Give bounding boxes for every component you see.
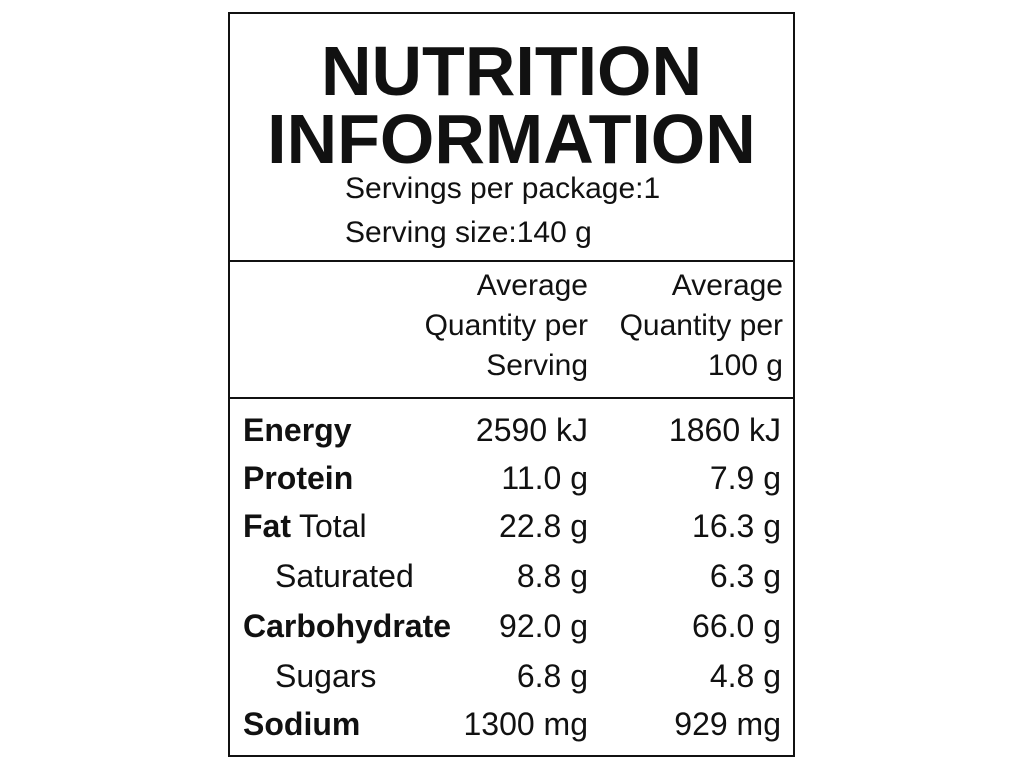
nutrient-name-suffix: Total: [299, 508, 367, 544]
nutrient-name: Protein: [243, 460, 354, 496]
column-header: 100 g: [707, 349, 783, 382]
servings-per-package: Servings per package:1: [345, 172, 661, 205]
value-per-serving: 8.8 g: [516, 558, 588, 594]
value-per-serving: 22.8 g: [499, 508, 588, 544]
value-per-serving: 2590 kJ: [475, 412, 588, 448]
column-header: Serving: [486, 349, 588, 382]
value-per-100g: 929 mg: [674, 706, 781, 742]
serving-size: Serving size:140 g: [345, 216, 592, 249]
title-line: INFORMATION: [267, 100, 756, 178]
nutrient-name: Carbohydrate: [243, 608, 452, 644]
value-per-serving: 11.0 g: [501, 460, 588, 496]
value-per-100g: 4.8 g: [709, 658, 781, 694]
column-header: Average: [671, 269, 783, 302]
column-header: Average: [476, 269, 588, 302]
nutrition-panel: NUTRITION INFORMATION Servings per packa…: [228, 12, 795, 757]
title-line: NUTRITION: [320, 32, 703, 110]
nutrient-name: Saturated: [275, 558, 414, 594]
value-per-100g: 1860 kJ: [668, 412, 781, 448]
value-per-100g: 16.3 g: [692, 508, 781, 544]
value-per-serving: 1300 mg: [463, 706, 588, 742]
value-per-100g: 6.3 g: [709, 558, 781, 594]
nutrient-name: Energy: [243, 412, 352, 448]
value-per-100g: 66.0 g: [692, 608, 781, 644]
column-header: Quantity per: [619, 309, 783, 342]
value-per-100g: 7.9 g: [709, 460, 781, 496]
divider: [230, 260, 793, 262]
nutrient-name: Sugars: [275, 658, 377, 694]
nutrient-name: Sodium: [243, 706, 361, 742]
nutrient-name: Fat: [243, 508, 291, 544]
value-per-serving: 6.8 g: [516, 658, 588, 694]
column-header: Quantity per: [424, 309, 588, 342]
divider: [230, 397, 793, 399]
value-per-serving: 92.0 g: [499, 608, 588, 644]
